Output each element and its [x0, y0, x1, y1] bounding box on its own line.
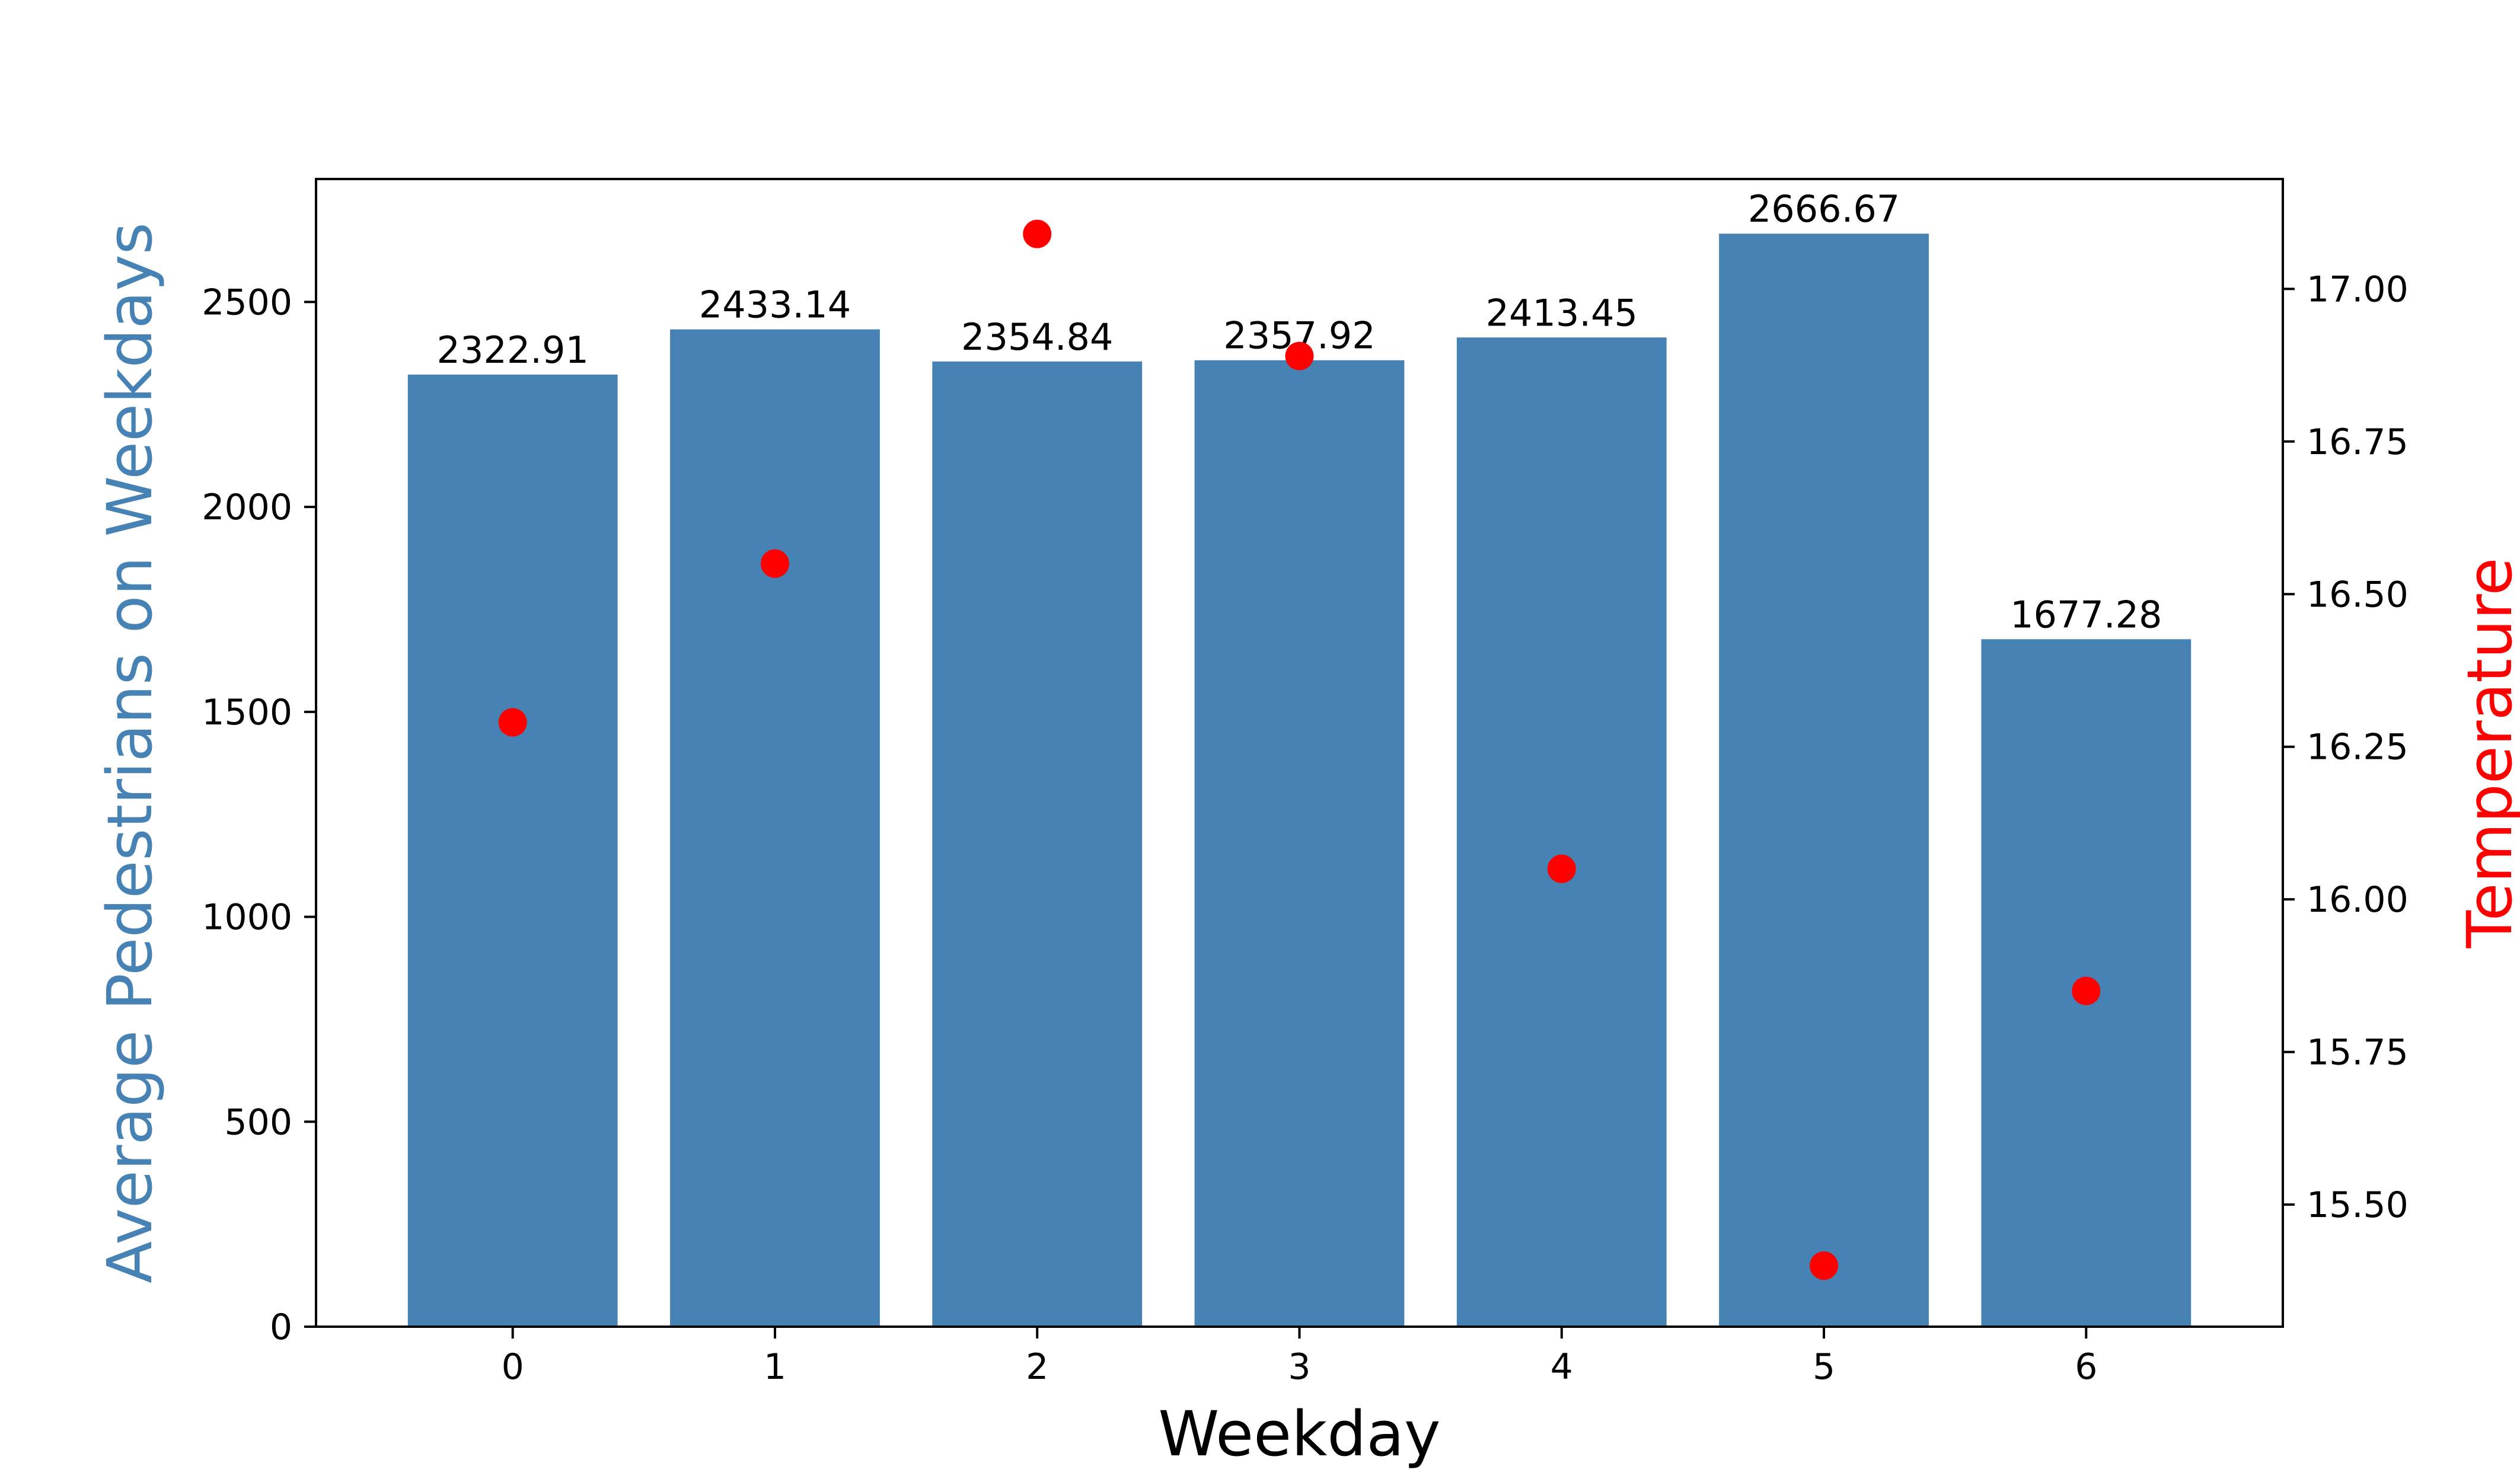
y-left-tick-label-5: 2500 — [202, 282, 292, 323]
x-tick-label-0: 0 — [502, 1346, 524, 1388]
y-right-axis: 15.50 15.75 16.00 16.25 16.50 16.75 17.00 — [2283, 269, 2409, 1226]
bar-1 — [670, 329, 880, 1327]
bar-value-label-2: 2354.84 — [961, 315, 1113, 359]
bar-value-label-1: 2433.14 — [699, 283, 851, 327]
bar-0 — [407, 374, 618, 1327]
y-right-tick-label-4: 16.50 — [2307, 574, 2409, 615]
x-tick-label-3: 3 — [1288, 1346, 1310, 1388]
y-right-tick-label-2: 16.00 — [2307, 879, 2409, 921]
x-tick-label-4: 4 — [1551, 1346, 1573, 1388]
bar-5 — [1719, 234, 1929, 1327]
temperature-point-5 — [1810, 1251, 1839, 1280]
y-left-axis-title: Average Pedestrians on Weekdays — [94, 222, 166, 1283]
bar-value-label-0: 2322.91 — [437, 328, 589, 372]
bar-value-label-6: 1677.28 — [2010, 593, 2162, 636]
y-right-tick-label-6: 17.00 — [2307, 269, 2409, 310]
x-tick-label-1: 1 — [764, 1346, 786, 1388]
x-axis: 0 1 2 3 4 5 6 — [502, 1327, 2097, 1388]
bar-4 — [1456, 337, 1667, 1327]
x-axis-title: Weekday — [1158, 1398, 1440, 1470]
y-left-tick-label-0: 0 — [270, 1307, 292, 1348]
x-tick-label-2: 2 — [1026, 1346, 1048, 1388]
y-left-tick-label-2: 1000 — [202, 897, 292, 938]
y-right-tick-label-1: 15.75 — [2307, 1032, 2409, 1074]
bars-layer — [407, 234, 2192, 1327]
temperature-point-1 — [760, 549, 789, 578]
bar-value-label-4: 2413.45 — [1486, 291, 1638, 334]
temperature-point-4 — [1547, 854, 1576, 883]
x-tick-label-6: 6 — [2075, 1346, 2097, 1388]
y-left-tick-label-1: 500 — [224, 1101, 292, 1143]
temperature-point-6 — [2072, 976, 2101, 1005]
points-layer — [498, 219, 2101, 1280]
temperature-point-3 — [1285, 341, 1314, 370]
y-right-tick-label-5: 16.75 — [2307, 421, 2409, 463]
bar-3 — [1194, 360, 1405, 1327]
y-right-tick-label-3: 16.25 — [2307, 727, 2409, 768]
temperature-point-2 — [1023, 219, 1052, 248]
y-left-tick-label-4: 2000 — [202, 487, 292, 528]
temperature-point-0 — [498, 708, 527, 737]
bar-value-label-5: 2666.67 — [1748, 187, 1900, 231]
bar-2 — [932, 361, 1143, 1327]
y-right-tick-label-0: 15.50 — [2307, 1184, 2409, 1226]
y-right-axis-title: Temperature — [2454, 558, 2520, 949]
y-left-axis: 0 500 1000 1500 2000 2500 — [202, 282, 316, 1348]
x-tick-label-5: 5 — [1813, 1346, 1835, 1388]
y-left-tick-label-3: 1500 — [202, 692, 292, 733]
